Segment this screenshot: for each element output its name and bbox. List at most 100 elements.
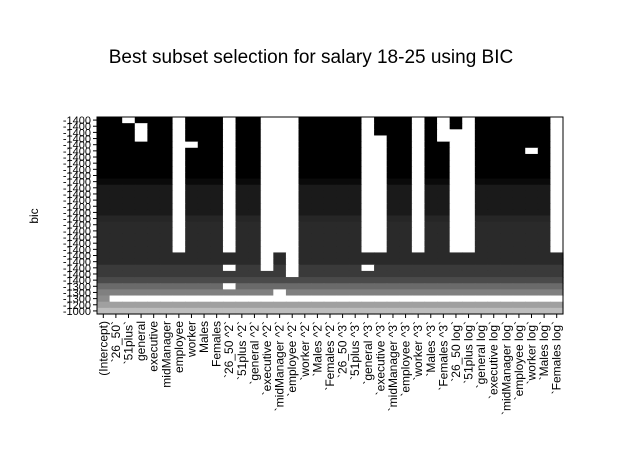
heatmap-cell <box>525 221 539 229</box>
heatmap-cell <box>512 283 526 290</box>
heatmap-cell <box>374 233 388 241</box>
x-tick-label: `26_50 ^2` <box>222 321 236 378</box>
heatmap-cell <box>449 166 463 174</box>
heatmap-cell <box>273 289 287 297</box>
heatmap-cell <box>336 160 350 167</box>
heatmap-cell <box>336 197 350 204</box>
heatmap-cell <box>500 160 514 167</box>
heatmap-cell <box>122 147 136 155</box>
heatmap-cell <box>248 184 262 192</box>
heatmap-cell <box>437 209 451 217</box>
heatmap-cell <box>210 289 224 297</box>
heatmap-cell <box>474 227 489 235</box>
heatmap-cell <box>185 123 199 130</box>
heatmap-cell <box>411 178 426 186</box>
heatmap-cell <box>185 258 199 266</box>
heatmap-cell <box>273 172 287 180</box>
heatmap-cell <box>235 117 249 124</box>
heatmap-cell <box>361 283 375 290</box>
heatmap-cell <box>487 141 501 149</box>
heatmap-cell <box>134 160 148 167</box>
heatmap-cell <box>424 209 438 217</box>
heatmap-cell <box>537 295 551 303</box>
y-tick-label: -1300 <box>63 281 91 293</box>
heatmap-cell <box>462 277 476 284</box>
heatmap-cell <box>550 215 564 223</box>
heatmap-cell <box>159 209 174 217</box>
heatmap-cell <box>462 227 476 235</box>
heatmap-cell <box>348 203 363 210</box>
heatmap-cell <box>235 295 249 303</box>
heatmap-cell <box>109 147 123 155</box>
heatmap-cell <box>462 160 476 167</box>
heatmap-cell <box>122 166 136 174</box>
heatmap-cell <box>336 258 350 266</box>
heatmap-cell <box>248 123 262 130</box>
heatmap-cell <box>285 240 300 247</box>
heatmap-cell <box>185 215 199 223</box>
y-tick-label: -1000 <box>63 306 91 318</box>
heatmap-cell <box>374 277 388 284</box>
heatmap-cell <box>399 270 413 278</box>
heatmap-cell <box>424 215 438 223</box>
heatmap-cell <box>437 166 451 174</box>
heatmap-cell <box>374 147 388 155</box>
heatmap-cell <box>550 166 564 174</box>
heatmap-cell <box>323 227 337 235</box>
heatmap-cell <box>109 246 123 254</box>
heatmap-cell <box>411 215 426 223</box>
heatmap-cell <box>197 153 211 161</box>
heatmap-cell <box>487 166 501 174</box>
heatmap-cell <box>260 270 274 278</box>
heatmap-cell <box>235 160 249 167</box>
heatmap-cell <box>159 227 174 235</box>
heatmap-cell <box>411 301 426 309</box>
heatmap-cell <box>285 301 300 309</box>
heatmap-cell <box>273 209 287 217</box>
heatmap-cell <box>222 184 237 192</box>
heatmap-cell <box>500 190 514 198</box>
x-tick-label: `Females log` <box>550 321 564 394</box>
heatmap-cell <box>424 307 438 315</box>
heatmap-cell <box>361 209 375 217</box>
heatmap-cell <box>197 227 211 235</box>
heatmap-cell <box>147 141 161 149</box>
heatmap-cell <box>147 221 161 229</box>
heatmap-cell <box>273 233 287 241</box>
heatmap-cell <box>537 227 551 235</box>
heatmap-cell <box>374 117 388 124</box>
heatmap-cell <box>197 277 211 284</box>
heatmap-cell <box>147 135 161 143</box>
heatmap-cell <box>97 141 111 149</box>
heatmap-cell <box>374 246 388 254</box>
heatmap-cell <box>386 197 400 204</box>
heatmap-cell <box>260 258 274 266</box>
heatmap-cell <box>109 258 123 266</box>
heatmap-cell <box>197 246 211 254</box>
heatmap-cell <box>550 135 564 143</box>
heatmap-cell <box>285 141 300 149</box>
heatmap-cell <box>97 160 111 167</box>
heatmap-cell <box>348 123 363 130</box>
heatmap-cell <box>399 264 413 272</box>
heatmap-cell <box>311 258 325 266</box>
heatmap-cell <box>185 166 199 174</box>
x-axis-ticks: (Intercept)`26_50``51plus`generalexecuti… <box>96 314 564 415</box>
heatmap-cell <box>500 227 514 235</box>
heatmap-cell <box>374 209 388 217</box>
heatmap-cell <box>210 153 224 161</box>
heatmap-cell <box>487 289 501 297</box>
heatmap-cell <box>185 209 199 217</box>
heatmap-cell <box>248 135 262 143</box>
heatmap-cell <box>487 172 501 180</box>
heatmap-cell <box>285 209 300 217</box>
heatmap-cell <box>298 117 312 124</box>
x-tick-label: `midManager ^3` <box>386 321 400 411</box>
heatmap-cell <box>172 215 186 223</box>
y-tick-label: -1400 <box>63 115 91 127</box>
heatmap-cell <box>147 160 161 167</box>
heatmap-cell <box>273 283 287 290</box>
heatmap-cell <box>210 215 224 223</box>
heatmap-cell <box>348 227 363 235</box>
heatmap-cell <box>210 160 224 167</box>
